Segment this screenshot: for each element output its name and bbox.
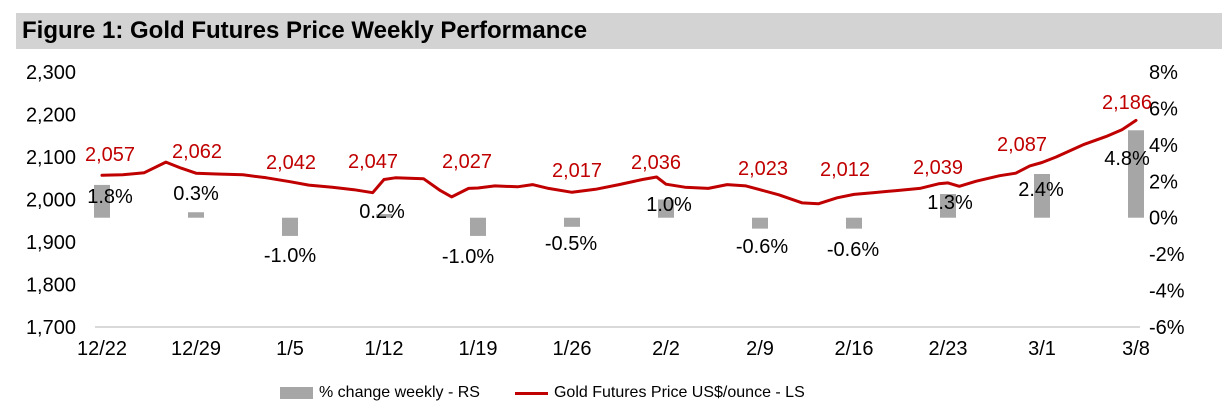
- bar-pct-change: [94, 184, 110, 218]
- bar-pct-change: [846, 217, 862, 229]
- bar-pct-change: [658, 199, 674, 218]
- y-axis-right-tick-label: 8%: [1149, 62, 1178, 84]
- legend-line-swatch-icon: [514, 391, 548, 395]
- y-axis-right-tick-label: 6%: [1149, 98, 1178, 120]
- bar-pct-change: [564, 217, 580, 227]
- x-axis-label: 2/16: [835, 338, 874, 360]
- bar-pct-change: [376, 214, 392, 218]
- y-axis-left-tick-label: 1,800: [26, 275, 76, 297]
- pct-data-label: -0.6%: [736, 236, 788, 258]
- pct-data-label: -0.6%: [827, 239, 879, 261]
- pct-data-label: -1.0%: [442, 246, 494, 268]
- y-axis-left-tick-label: 1,700: [26, 317, 76, 339]
- pct-data-label: 0.3%: [173, 183, 219, 205]
- price-data-label: 2,023: [738, 158, 788, 180]
- y-axis-right-tick-label: 2%: [1149, 171, 1178, 193]
- bar-pct-change: [1034, 174, 1050, 218]
- price-line: [100, 118, 1138, 206]
- legend-line-label: Gold Futures Price US$/ounce - LS: [553, 384, 805, 401]
- y-axis-left-tick-label: 2,000: [26, 190, 76, 212]
- y-axis-left-tick-label: 2,200: [26, 105, 76, 127]
- price-data-label: 2,042: [266, 152, 316, 174]
- y-axis-right-tick-label: -6%: [1149, 317, 1185, 339]
- legend-item-pct-change: % change weekly - RS: [280, 384, 480, 402]
- price-data-label: 2,057: [85, 144, 135, 166]
- price-data-label: 2,039: [913, 157, 963, 179]
- y-axis-left-tick-label: 1,900: [26, 232, 76, 254]
- bar-pct-change: [282, 217, 298, 236]
- x-axis-label: 3/1: [1028, 338, 1056, 360]
- bar-pct-change: [752, 217, 768, 229]
- y-axis-right-tick-label: 0%: [1149, 208, 1178, 230]
- x-axis-label: 2/2: [652, 338, 680, 360]
- y-axis-right-tick-label: -2%: [1149, 244, 1185, 266]
- x-axis-label: 12/22: [77, 338, 127, 360]
- price-data-label: 2,087: [997, 134, 1047, 156]
- x-axis-label: 3/8: [1122, 338, 1150, 360]
- y-axis-right-tick-label: 4%: [1149, 135, 1178, 157]
- pct-data-label: 4.8%: [1104, 148, 1150, 170]
- figure-title: Figure 1: Gold Futures Price Weekly Perf…: [22, 17, 588, 44]
- price-data-label: 2,017: [552, 160, 602, 182]
- x-axis-label: 1/19: [459, 338, 498, 360]
- bar-pct-change: [470, 217, 486, 236]
- x-axis-label: 12/29: [171, 338, 221, 360]
- y-axis-left-tick-label: 2,100: [26, 147, 76, 169]
- price-data-label: 2,186: [1102, 92, 1152, 114]
- price-data-label: 2,062: [172, 141, 222, 163]
- bar-pct-change: [940, 194, 956, 218]
- bar-pct-change: [1128, 130, 1144, 218]
- legend-item-price: Gold Futures Price US$/ounce - LS: [514, 384, 805, 402]
- x-axis-label: 2/9: [746, 338, 774, 360]
- y-axis-left-tick-label: 2,300: [26, 62, 76, 84]
- pct-data-label: -1.0%: [264, 245, 316, 267]
- pct-data-label: 0.2%: [359, 201, 405, 223]
- pct-data-label: 1.3%: [927, 192, 973, 214]
- price-data-label: 2,047: [348, 151, 398, 173]
- price-data-label: 2,027: [442, 151, 492, 173]
- x-axis-label: 2/23: [929, 338, 968, 360]
- bar-pct-change: [188, 212, 204, 218]
- y-axis-right-tick-label: -4%: [1149, 281, 1185, 303]
- x-axis-label: 1/26: [553, 338, 592, 360]
- price-data-label: 2,036: [631, 152, 681, 174]
- pct-data-label: 1.0%: [646, 194, 692, 216]
- x-axis-label: 1/5: [276, 338, 304, 360]
- pct-data-label: 2.4%: [1018, 179, 1064, 201]
- x-axis-label: 1/12: [365, 338, 404, 360]
- pct-data-label: -0.5%: [545, 233, 597, 255]
- pct-data-label: 1.8%: [87, 186, 133, 208]
- price-data-label: 2,012: [820, 159, 870, 181]
- legend: % change weekly - RS Gold Futures Price …: [280, 381, 805, 405]
- legend-bar-swatch: [280, 387, 313, 399]
- figure-title-bar: Figure 1: Gold Futures Price Weekly Perf…: [16, 13, 1222, 49]
- legend-bar-label: % change weekly - RS: [319, 384, 480, 401]
